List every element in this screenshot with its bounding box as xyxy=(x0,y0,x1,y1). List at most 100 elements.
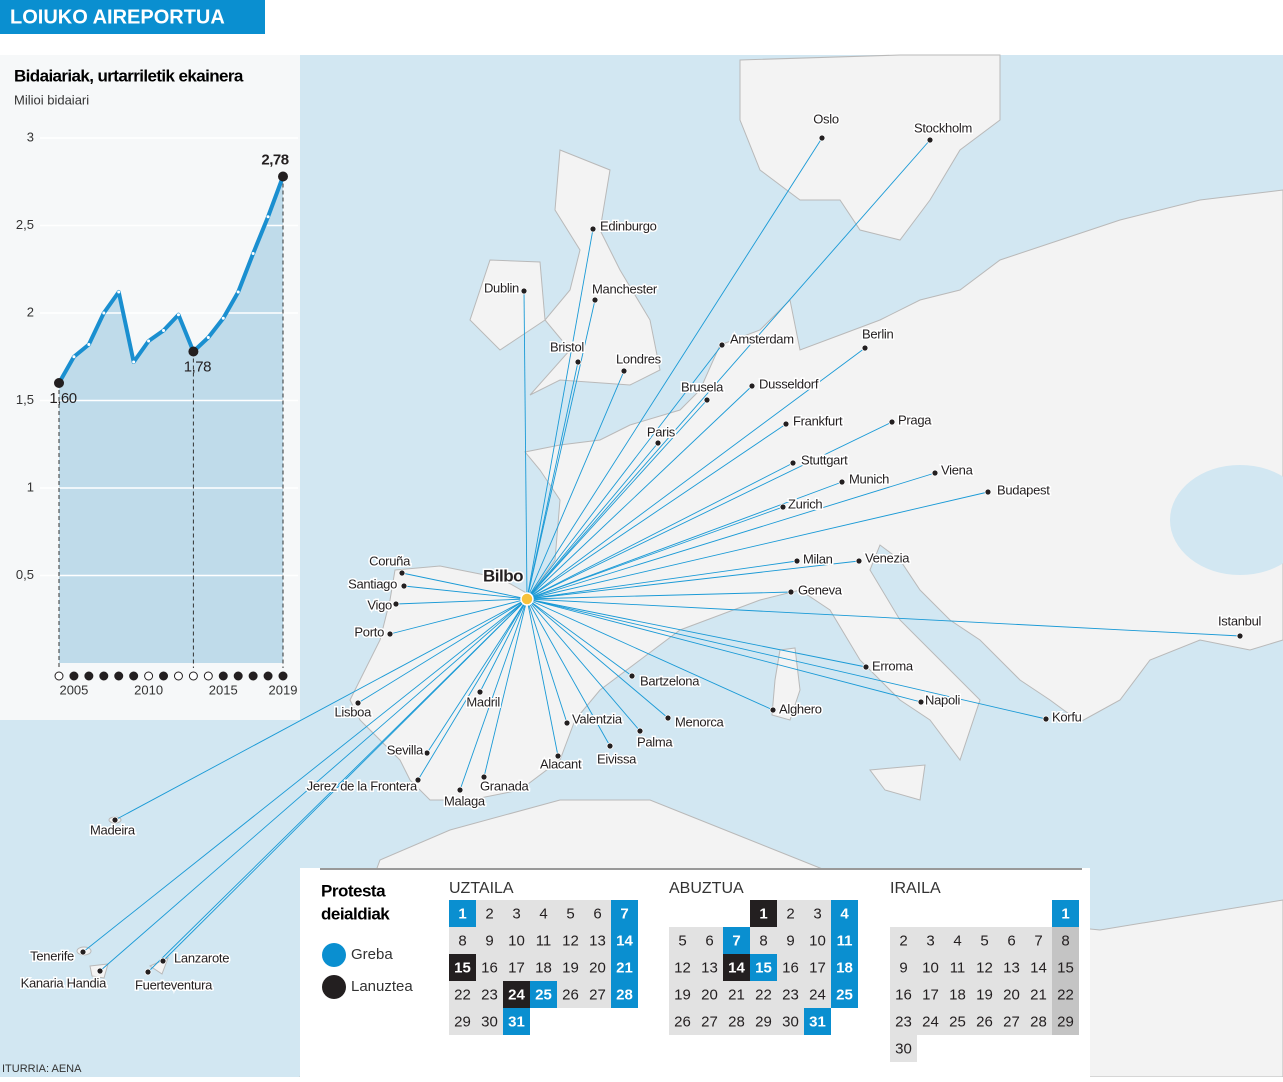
day-number: 22 xyxy=(1057,986,1074,1003)
day-number: 16 xyxy=(481,959,498,976)
route xyxy=(357,598,528,704)
route xyxy=(403,585,528,600)
year-marker xyxy=(99,671,109,681)
city-dot xyxy=(664,714,672,722)
route xyxy=(526,399,708,600)
route xyxy=(526,598,633,677)
day-cell xyxy=(831,927,858,954)
day-number: 15 xyxy=(454,959,471,976)
day-cell xyxy=(804,1008,831,1035)
city-label: Istanbul xyxy=(1218,613,1262,628)
route xyxy=(147,598,528,973)
day-number: 27 xyxy=(1003,1013,1020,1030)
day-number: 20 xyxy=(1003,986,1020,1003)
y-tick-label: 2 xyxy=(27,304,34,319)
city-dot xyxy=(414,776,422,784)
city-label: Madril xyxy=(466,694,500,709)
city-label: Sevilla xyxy=(387,742,424,757)
day-number: 11 xyxy=(950,959,966,976)
day-number: 14 xyxy=(1030,959,1047,976)
day-number: 31 xyxy=(508,1013,525,1030)
city-dot xyxy=(855,557,863,565)
day-number: 19 xyxy=(562,959,579,976)
year-marker xyxy=(188,671,198,681)
day-cell xyxy=(584,954,611,981)
day-number: 23 xyxy=(782,986,799,1003)
day-number: 2 xyxy=(786,905,794,922)
day-number: 25 xyxy=(535,986,552,1003)
day-cell xyxy=(584,927,611,954)
day-cell xyxy=(917,954,944,981)
day-cell xyxy=(1052,1008,1079,1035)
city-dot xyxy=(861,344,869,352)
cities: Oslo Stockholm Edinburgo Dublin Manchester Br… xyxy=(19,110,1263,994)
day-cell xyxy=(998,1008,1025,1035)
city-label: Frankfurt xyxy=(793,413,843,428)
route xyxy=(526,598,867,668)
city-dot xyxy=(480,773,488,781)
route xyxy=(459,598,528,791)
city-dot xyxy=(520,287,528,295)
day-cell xyxy=(557,900,584,927)
vertex xyxy=(266,215,270,219)
day-number: 24 xyxy=(508,986,525,1003)
city-label: Napoli xyxy=(925,692,960,707)
day-number: 3 xyxy=(512,905,520,922)
route xyxy=(526,491,989,600)
day-number: 11 xyxy=(837,932,853,949)
city-dot xyxy=(591,296,599,304)
hub-label: Bilbo xyxy=(483,566,523,585)
day-number: 1 xyxy=(458,905,466,922)
day-cell xyxy=(723,981,750,1008)
calendar-title: Protesta xyxy=(321,881,386,900)
city-label: Viena xyxy=(941,462,974,477)
day-cell xyxy=(449,954,476,981)
day-cell xyxy=(971,1008,998,1035)
city-dot xyxy=(838,478,846,486)
day-number: 18 xyxy=(949,986,966,1003)
day-number: 17 xyxy=(922,986,939,1003)
day-cell xyxy=(723,927,750,954)
day-cell xyxy=(890,1008,917,1035)
city-label: Menorca xyxy=(675,714,725,729)
day-cell xyxy=(1052,954,1079,981)
day-number: 18 xyxy=(836,959,853,976)
day-cell xyxy=(696,981,723,1008)
day-cell xyxy=(1025,981,1052,1008)
day-cell xyxy=(804,981,831,1008)
day-cell xyxy=(890,981,917,1008)
city-dot xyxy=(606,742,614,750)
day-cell xyxy=(804,954,831,981)
day-cell xyxy=(890,954,917,981)
x-tick-label: 2010 xyxy=(134,682,163,697)
day-cell xyxy=(944,954,971,981)
day-number: 19 xyxy=(674,986,691,1003)
day-number: 18 xyxy=(535,959,552,976)
day-cell xyxy=(750,927,777,954)
day-number: 12 xyxy=(562,932,579,949)
day-number: 4 xyxy=(953,932,961,949)
city-dot xyxy=(862,663,870,671)
city-dot xyxy=(423,749,431,757)
day-cell xyxy=(1025,1008,1052,1035)
day-number: 21 xyxy=(616,959,633,976)
city-label: Lisboa xyxy=(334,704,372,719)
city-label: Bartzelona xyxy=(640,673,700,688)
city-label: Lanzarote xyxy=(174,950,229,965)
day-number: 27 xyxy=(701,1013,718,1030)
city-label: Dublin xyxy=(484,280,519,295)
day-number: 23 xyxy=(481,986,498,1003)
day-cell xyxy=(449,981,476,1008)
month-name: ABUZTUA xyxy=(669,880,744,897)
day-cell xyxy=(696,927,723,954)
city-label: Granada xyxy=(480,778,530,793)
day-cell xyxy=(944,927,971,954)
day-number: 20 xyxy=(701,986,718,1003)
city-label: Tenerife xyxy=(30,948,74,963)
city-label: Brusela xyxy=(681,379,724,394)
route xyxy=(523,290,528,600)
route xyxy=(526,423,787,600)
city-label: Vigo xyxy=(367,597,392,612)
city-dot xyxy=(563,719,571,727)
day-cell xyxy=(449,1008,476,1035)
